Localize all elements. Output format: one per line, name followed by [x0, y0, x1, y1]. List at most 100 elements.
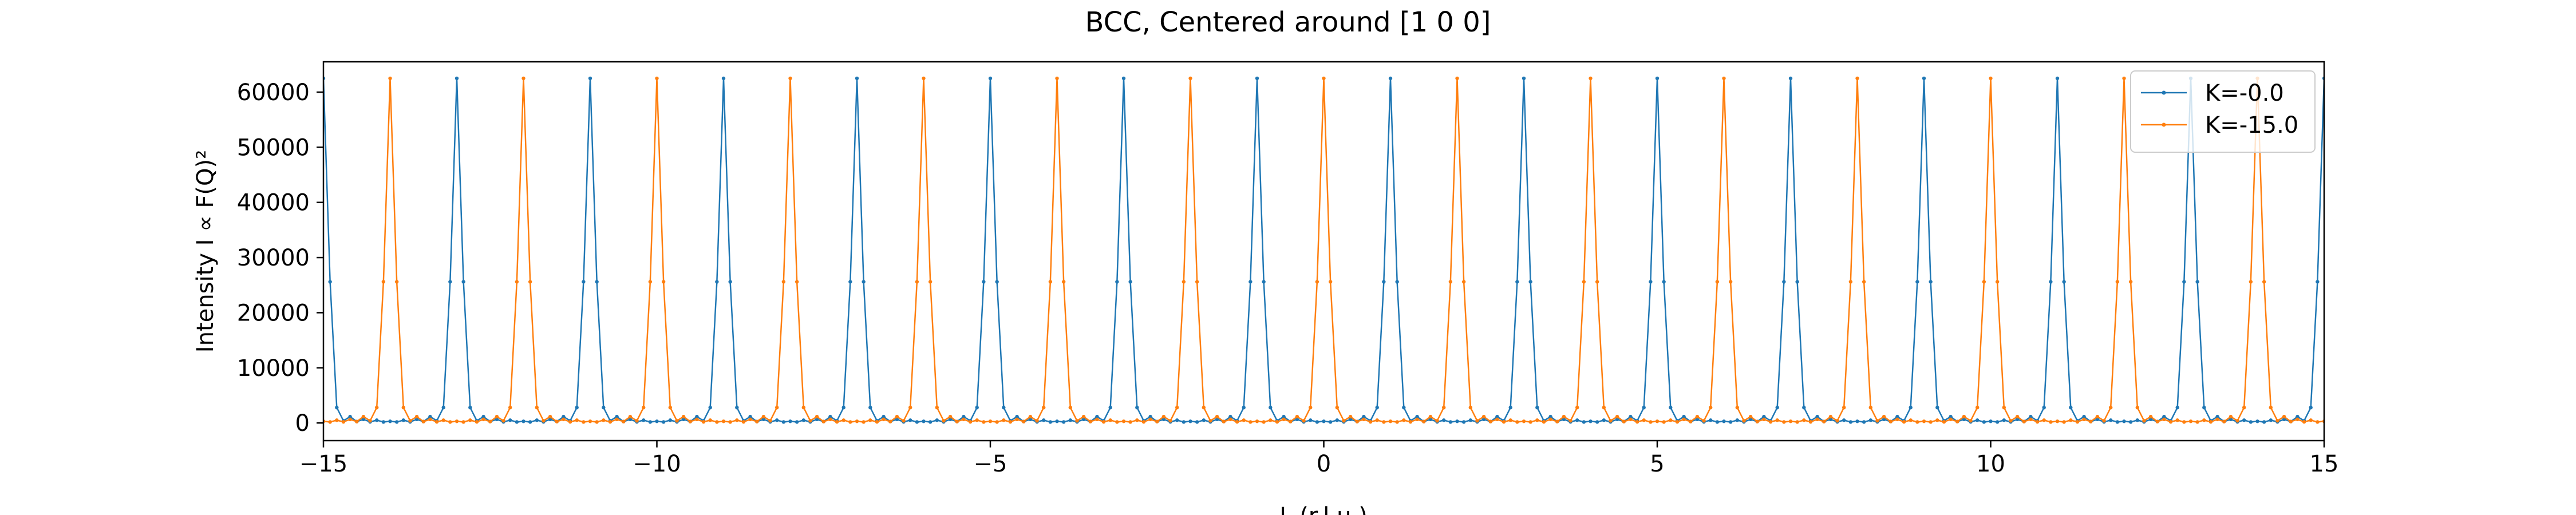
x-tick-label: −15: [299, 451, 347, 477]
series-1-point: [975, 405, 979, 410]
series-2-point: [1695, 414, 1700, 419]
series-2-point: [2235, 419, 2239, 423]
series-1-point: [1895, 414, 1899, 419]
series-2-point: [1222, 419, 1226, 423]
series-1-point: [668, 418, 673, 422]
series-1-point: [2029, 414, 2033, 419]
series-2-point: [1275, 420, 1279, 424]
series-2-point: [1002, 418, 1006, 422]
series-1-point: [1202, 418, 1206, 422]
series-2-point: [348, 417, 352, 422]
series-1-point: [1949, 414, 1953, 419]
y-tick-label: 30000: [237, 245, 310, 271]
series-2-point: [2202, 418, 2206, 422]
series-2-point: [381, 280, 386, 284]
series-2-point: [428, 417, 432, 422]
series-2-point: [1855, 76, 1859, 81]
series-1-point: [2202, 405, 2206, 410]
series-1-point: [948, 417, 953, 422]
series-1-point: [721, 76, 726, 81]
series-1-point: [2122, 419, 2126, 423]
series-1-point: [2162, 414, 2166, 419]
series-1-point: [1182, 420, 1186, 424]
series-line-2: [323, 78, 2324, 423]
series-2-point: [615, 417, 619, 422]
series-1-point: [528, 420, 532, 424]
series-2-point: [468, 418, 472, 422]
series-1-point: [1989, 419, 1993, 423]
series-2-point: [441, 418, 445, 422]
series-2-point: [1028, 414, 1033, 419]
series-2-point: [1475, 419, 1479, 423]
series-1-point: [1909, 405, 1913, 410]
series-1-point: [602, 405, 606, 410]
series-1-point: [841, 405, 846, 410]
series-2-point: [741, 420, 746, 424]
series-2-point: [2102, 419, 2106, 423]
series-1-point: [795, 420, 799, 424]
series-2-point: [555, 419, 559, 423]
series-2-point: [1575, 405, 1579, 410]
series-2-point: [1955, 419, 1959, 423]
series-2-point: [2296, 417, 2300, 422]
series-2-point: [1535, 418, 1539, 422]
series-1-point: [1535, 405, 1539, 410]
series-2-point: [975, 418, 979, 422]
series-2-point: [1008, 420, 1013, 424]
series-2-point: [368, 419, 372, 423]
series-2-point: [2089, 419, 2093, 423]
chart-title: BCC, Centered around [1 0 0]: [1085, 6, 1491, 38]
series-1-point: [1642, 405, 1646, 410]
series-1-point: [1215, 417, 1219, 422]
y-axis: 0 10000 20000 30000 40000 50000 60000: [237, 80, 323, 437]
series-2-point: [1161, 414, 1166, 419]
series-2-point: [1382, 420, 1386, 424]
series-1-point: [1175, 418, 1179, 422]
series-2-point: [1622, 419, 1626, 423]
series-2-point: [848, 420, 852, 424]
series-1-point: [428, 414, 432, 419]
series-2-point: [821, 419, 825, 423]
series-1-point: [1242, 405, 1246, 410]
series-2-point: [562, 417, 566, 422]
series-2-point: [1468, 405, 1472, 410]
series-1-point: [2309, 405, 2313, 410]
series-2-point: [2316, 420, 2320, 424]
series-2-point: [622, 419, 626, 423]
series-2-point: [1949, 417, 1953, 422]
series-2-point: [1762, 417, 1766, 422]
series-2-point: [862, 420, 866, 424]
series-1-point: [1061, 420, 1066, 424]
series-1-point: [481, 414, 485, 419]
series-2-point: [915, 280, 919, 284]
series-2-point: [1562, 414, 1566, 419]
y-tick-label: 40000: [237, 190, 310, 216]
series-1-point: [728, 280, 732, 284]
series-2-point: [1808, 420, 1813, 424]
series-2-point: [1195, 280, 1199, 284]
series-2-point: [1282, 417, 1286, 422]
series-2-point: [1929, 420, 1933, 424]
series-2-point: [1128, 420, 1132, 424]
series-1-point: [1709, 418, 1713, 422]
series-1-point: [1461, 420, 1466, 424]
series-line-1: [323, 78, 2324, 423]
series-1-point: [1589, 419, 1593, 423]
series-1-point: [1042, 418, 1046, 422]
series-1-point: [1402, 405, 1406, 410]
series-2-point: [1682, 417, 1686, 422]
series-2-point: [328, 420, 332, 424]
series-2-point: [1289, 419, 1293, 423]
series-1-point: [1002, 405, 1006, 410]
series-2-point: [2195, 420, 2199, 424]
series-2-point: [602, 418, 606, 422]
series-1-point: [801, 418, 806, 422]
series-2-point: [1835, 419, 1839, 423]
legend-label-1: K=-0.0: [2205, 80, 2284, 106]
series-2-point: [1402, 418, 1406, 422]
series-1-point: [862, 280, 866, 284]
series-2-point: [582, 420, 586, 424]
series-2-point: [2222, 419, 2226, 423]
series-2-point: [2242, 405, 2246, 410]
series-1-point: [1715, 420, 1720, 424]
